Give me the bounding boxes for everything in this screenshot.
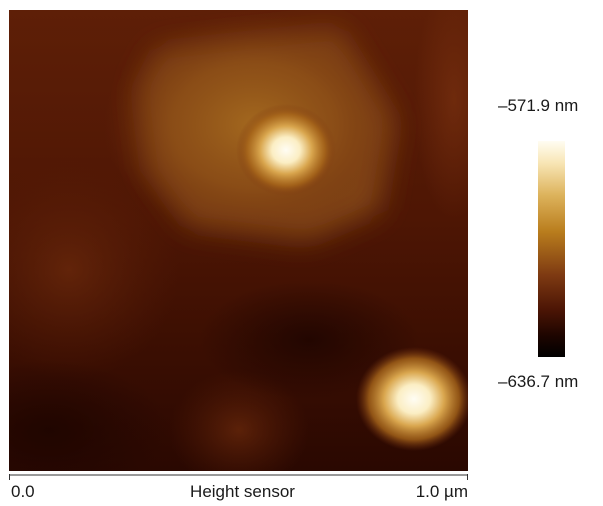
afm-particle-upper: [236, 104, 336, 196]
afm-particle-lower: [356, 347, 468, 451]
colorbar-max-label: –571.9 nm: [498, 96, 579, 115]
colorbar-min-label: –636.7 nm: [498, 372, 579, 391]
afm-height-image: [9, 10, 468, 471]
afm-left-haze: [9, 160, 179, 380]
afm-dark-center: [199, 280, 419, 400]
afm-right-edge: [414, 10, 468, 220]
scale-bar-max-label: 1.0 µm: [415, 482, 468, 501]
scale-bar-min-label: 0.0: [11, 482, 35, 501]
afm-dark-left: [9, 360, 169, 471]
scale-bar-title: Height sensor: [190, 482, 295, 501]
scale-bar-axis: [9, 474, 468, 480]
height-colorbar: [538, 141, 565, 357]
